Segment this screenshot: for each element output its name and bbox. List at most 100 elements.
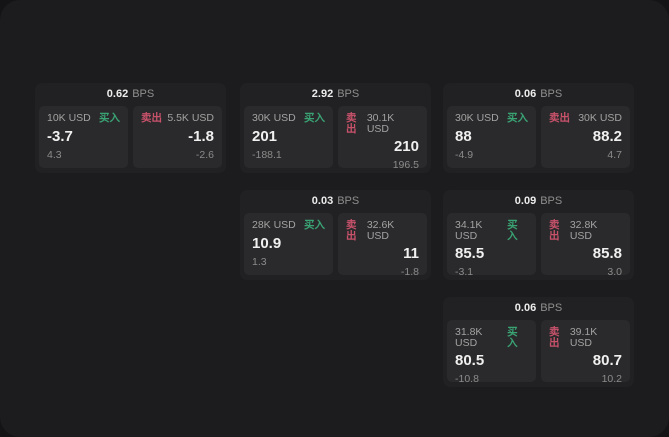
sell-amount: 30.1K USD bbox=[366, 112, 395, 135]
quote-sides: 10K USD 买入 -3.7 4.3 卖出 5.5K USD -1.8 -2.… bbox=[35, 106, 226, 168]
buy-tag: 买入 bbox=[507, 112, 528, 124]
bps-value: 0.62 bbox=[106, 88, 129, 100]
buy-price: -3.7 bbox=[47, 127, 73, 145]
buy-tag: 买入 bbox=[507, 326, 518, 349]
sell-tag: 卖出 bbox=[346, 112, 357, 135]
buy-quote-panel[interactable]: 28K USD 买入 10.9 1.3 bbox=[244, 213, 333, 275]
sell-price: 88.2 bbox=[592, 127, 622, 145]
sell-top-row: 卖出 32.8K USD bbox=[549, 220, 622, 241]
bps-unit-label: BPS bbox=[132, 88, 155, 100]
sell-price: -1.8 bbox=[188, 127, 214, 145]
buy-price: 10.9 bbox=[252, 234, 282, 252]
sell-top-row: 卖出 5.5K USD bbox=[141, 113, 214, 124]
sell-tag: 卖出 bbox=[549, 219, 560, 242]
sell-sub-value: 3.0 bbox=[607, 266, 622, 278]
buy-price: 88 bbox=[455, 127, 472, 145]
sell-amount: 32.8K USD bbox=[569, 219, 598, 242]
quote-sides: 28K USD 买入 10.9 1.3 卖出 32.6K USD 11 -1.8 bbox=[240, 213, 431, 278]
bps-unit-label: BPS bbox=[540, 88, 563, 100]
buy-sub-value: 4.3 bbox=[47, 148, 62, 161]
buy-amount: 34.1K USD bbox=[455, 219, 483, 242]
sell-quote-panel[interactable]: 卖出 39.1K USD 80.7 10.2 bbox=[541, 320, 630, 385]
bps-value: 0.03 bbox=[311, 195, 334, 207]
buy-quote-panel[interactable]: 10K USD 买入 -3.7 4.3 bbox=[39, 106, 128, 168]
sell-sub-value: 196.5 bbox=[392, 159, 419, 171]
bps-unit-label: BPS bbox=[540, 195, 563, 207]
sell-quote-panel[interactable]: 卖出 30K USD 88.2 4.7 bbox=[541, 106, 630, 168]
bps-value: 2.92 bbox=[311, 88, 334, 100]
sell-top-row: 卖出 30K USD bbox=[549, 113, 622, 124]
buy-tag: 买入 bbox=[507, 219, 518, 242]
buy-sub-value: -3.1 bbox=[455, 266, 474, 278]
sell-tag: 卖出 bbox=[141, 112, 162, 124]
sell-sub-value: -2.6 bbox=[195, 148, 214, 161]
sell-tag: 卖出 bbox=[346, 219, 357, 242]
sell-sub-value: -1.8 bbox=[400, 266, 419, 278]
sell-top-row: 卖出 30.1K USD bbox=[346, 113, 419, 134]
sell-price: 11 bbox=[403, 245, 419, 262]
sell-quote-panel[interactable]: 卖出 5.5K USD -1.8 -2.6 bbox=[133, 106, 222, 168]
bps-header: 0.06 BPS bbox=[443, 297, 634, 320]
buy-top-row: 30K USD 买入 bbox=[252, 113, 325, 124]
buy-sub-value: -4.9 bbox=[455, 148, 474, 161]
buy-price: 80.5 bbox=[455, 352, 485, 369]
buy-top-row: 10K USD 买入 bbox=[47, 113, 120, 124]
quote-sides: 34.1K USD 买入 85.5 -3.1 卖出 32.8K USD 85.8… bbox=[443, 213, 634, 278]
quote-sides: 30K USD 买入 201 -188.1 卖出 30.1K USD 210 1… bbox=[240, 106, 431, 171]
buy-tag: 买入 bbox=[99, 112, 120, 124]
buy-quote-panel[interactable]: 30K USD 买入 88 -4.9 bbox=[447, 106, 536, 168]
sell-sub-value: 10.2 bbox=[601, 373, 622, 385]
sell-top-row: 卖出 39.1K USD bbox=[549, 327, 622, 348]
buy-sub-value: -188.1 bbox=[252, 148, 282, 161]
bps-unit-label: BPS bbox=[540, 302, 563, 314]
buy-top-row: 34.1K USD 买入 bbox=[455, 220, 528, 241]
quote-card-2: 2.92 BPS 30K USD 买入 201 -188.1 卖出 30.1K … bbox=[240, 83, 431, 173]
quote-card-4: 0.03 BPS 28K USD 买入 10.9 1.3 卖出 32.6K US… bbox=[240, 190, 431, 280]
sell-amount: 32.6K USD bbox=[366, 219, 395, 242]
quote-card-3: 0.06 BPS 30K USD 买入 88 -4.9 卖出 30K USD 8… bbox=[443, 83, 634, 173]
buy-amount: 31.8K USD bbox=[455, 326, 483, 349]
bps-header: 0.09 BPS bbox=[443, 190, 634, 213]
bps-header: 0.06 BPS bbox=[443, 83, 634, 106]
bps-unit-label: BPS bbox=[337, 88, 360, 100]
buy-sub-value: 1.3 bbox=[252, 255, 267, 268]
bps-header: 0.03 BPS bbox=[240, 190, 431, 213]
sell-amount: 39.1K USD bbox=[569, 326, 598, 349]
buy-amount: 30K USD bbox=[252, 112, 296, 124]
bps-unit-label: BPS bbox=[337, 195, 360, 207]
quote-card-1: 0.62 BPS 10K USD 买入 -3.7 4.3 卖出 5.5K USD… bbox=[35, 83, 226, 173]
buy-quote-panel[interactable]: 34.1K USD 买入 85.5 -3.1 bbox=[447, 213, 536, 278]
buy-sub-value: -10.8 bbox=[455, 373, 479, 385]
buy-quote-panel[interactable]: 31.8K USD 买入 80.5 -10.8 bbox=[447, 320, 536, 385]
buy-quote-panel[interactable]: 30K USD 买入 201 -188.1 bbox=[244, 106, 333, 168]
sell-quote-panel[interactable]: 卖出 32.8K USD 85.8 3.0 bbox=[541, 213, 630, 278]
sell-tag: 卖出 bbox=[549, 326, 560, 349]
sell-quote-panel[interactable]: 卖出 32.6K USD 11 -1.8 bbox=[338, 213, 427, 278]
sell-top-row: 卖出 32.6K USD bbox=[346, 220, 419, 241]
quote-sides: 31.8K USD 买入 80.5 -10.8 卖出 39.1K USD 80.… bbox=[443, 320, 634, 385]
buy-tag: 买入 bbox=[304, 112, 325, 124]
buy-top-row: 28K USD 买入 bbox=[252, 220, 325, 231]
buy-price: 85.5 bbox=[455, 245, 485, 262]
buy-price: 201 bbox=[252, 127, 278, 145]
sell-amount: 5.5K USD bbox=[167, 112, 214, 124]
buy-top-row: 31.8K USD 买入 bbox=[455, 327, 528, 348]
bps-value: 0.06 bbox=[514, 302, 537, 314]
sell-price: 80.7 bbox=[592, 352, 622, 369]
buy-amount: 10K USD bbox=[47, 112, 91, 124]
bps-header: 2.92 BPS bbox=[240, 83, 431, 106]
sell-price: 210 bbox=[393, 138, 419, 155]
buy-amount: 30K USD bbox=[455, 112, 499, 124]
sell-amount: 30K USD bbox=[578, 112, 622, 124]
quote-card-6: 0.06 BPS 31.8K USD 买入 80.5 -10.8 卖出 39.1… bbox=[443, 297, 634, 387]
quote-card-5: 0.09 BPS 34.1K USD 买入 85.5 -3.1 卖出 32.8K… bbox=[443, 190, 634, 280]
sell-tag: 卖出 bbox=[549, 112, 570, 124]
buy-amount: 28K USD bbox=[252, 219, 296, 231]
sell-quote-panel[interactable]: 卖出 30.1K USD 210 196.5 bbox=[338, 106, 427, 171]
quote-sides: 30K USD 买入 88 -4.9 卖出 30K USD 88.2 4.7 bbox=[443, 106, 634, 168]
buy-top-row: 30K USD 买入 bbox=[455, 113, 528, 124]
sell-sub-value: 4.7 bbox=[607, 148, 622, 161]
bps-header: 0.62 BPS bbox=[35, 83, 226, 106]
buy-tag: 买入 bbox=[304, 219, 325, 231]
